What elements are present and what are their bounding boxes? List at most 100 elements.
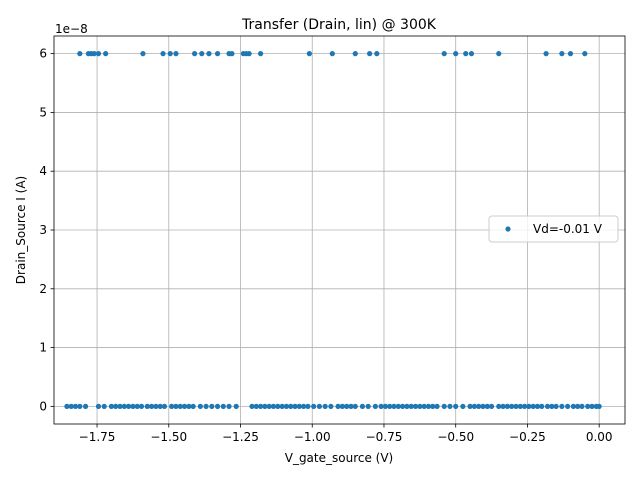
data-point	[565, 403, 571, 409]
data-point	[344, 403, 350, 409]
data-point	[82, 403, 89, 409]
data-point	[296, 403, 302, 409]
data-point	[144, 403, 150, 409]
data-point	[412, 403, 419, 409]
data-point	[113, 403, 119, 409]
data-point	[126, 403, 132, 409]
data-point	[322, 403, 328, 409]
y-tick-label: 2	[39, 282, 47, 296]
data-point	[167, 51, 173, 57]
data-point	[233, 403, 239, 409]
data-point	[103, 51, 109, 57]
data-point	[348, 403, 354, 409]
data-point	[288, 403, 294, 409]
data-point	[121, 403, 127, 409]
data-point	[559, 51, 565, 57]
data-point	[95, 403, 102, 409]
data-point	[101, 403, 107, 409]
data-point	[463, 51, 469, 57]
data-point	[447, 403, 453, 409]
data-point	[367, 51, 373, 57]
data-point	[191, 51, 198, 57]
x-tick-label: −1.50	[150, 430, 187, 444]
data-point	[374, 51, 380, 57]
data-point	[352, 51, 358, 57]
data-point	[596, 403, 602, 409]
data-point	[404, 403, 410, 409]
data-point	[246, 51, 252, 57]
data-point	[534, 403, 541, 409]
data-point	[214, 403, 221, 409]
data-point	[157, 403, 163, 409]
data-point	[480, 403, 486, 409]
data-point	[138, 403, 145, 409]
data-point	[203, 403, 209, 409]
data-point	[570, 403, 576, 409]
y-tick-label: 4	[39, 164, 47, 178]
data-point	[484, 403, 490, 409]
data-point	[496, 403, 502, 409]
data-point	[262, 403, 268, 409]
data-point	[378, 403, 384, 409]
y-tick-label: 1	[39, 341, 47, 355]
data-point	[513, 403, 519, 409]
data-point	[589, 403, 595, 409]
data-point	[253, 403, 259, 409]
data-point	[292, 403, 298, 409]
data-point	[257, 51, 264, 57]
data-point	[306, 51, 312, 57]
data-point	[559, 403, 565, 409]
data-point	[579, 403, 585, 409]
data-point	[549, 403, 555, 409]
data-point	[130, 403, 136, 409]
data-point	[453, 51, 459, 57]
data-point	[365, 403, 371, 409]
data-point	[517, 403, 523, 409]
y-tick-label: 0	[39, 399, 47, 413]
data-point	[543, 51, 549, 57]
data-point	[504, 403, 510, 409]
data-point	[496, 51, 502, 57]
y-tick-label: 3	[39, 223, 47, 237]
data-point	[359, 403, 366, 409]
data-point	[186, 403, 192, 409]
data-point	[199, 51, 205, 57]
legend-frame	[488, 215, 619, 243]
axis-ticks: −1.75 −1.50 −1.25 −1.00 −0.75 −0.50 −0.25 0.00 0…	[39, 47, 612, 444]
x-tick-label: −0.25	[509, 430, 546, 444]
data-point	[77, 403, 83, 409]
data-point	[395, 403, 401, 409]
data-point	[488, 403, 495, 409]
y-tick-label: 5	[39, 105, 47, 119]
data-point	[316, 403, 323, 409]
data-point	[283, 403, 290, 409]
x-axis-label: V_gate_source (V)	[285, 451, 394, 465]
data-point	[328, 403, 334, 409]
data-point	[453, 403, 459, 409]
data-point	[471, 403, 477, 409]
data-point	[441, 51, 447, 57]
data-point	[382, 403, 389, 409]
data-point	[226, 403, 232, 409]
data-point	[173, 403, 179, 409]
data-points	[64, 51, 602, 409]
data-point	[275, 403, 281, 409]
data-point	[190, 403, 196, 409]
data-point	[169, 403, 175, 409]
data-point	[173, 51, 179, 57]
data-point	[134, 403, 140, 409]
data-point	[249, 403, 255, 409]
data-point	[229, 51, 235, 57]
data-point	[161, 403, 168, 409]
chart-title: Transfer (Drain, lin) @ 300K	[241, 17, 437, 33]
data-point	[372, 403, 378, 409]
data-point	[206, 51, 212, 57]
data-point	[425, 403, 432, 409]
data-point	[582, 51, 588, 57]
legend: Vd=-0.01 V	[488, 215, 619, 243]
data-point	[567, 51, 574, 57]
data-point	[266, 403, 272, 409]
data-point	[585, 403, 591, 409]
data-point	[301, 403, 307, 409]
